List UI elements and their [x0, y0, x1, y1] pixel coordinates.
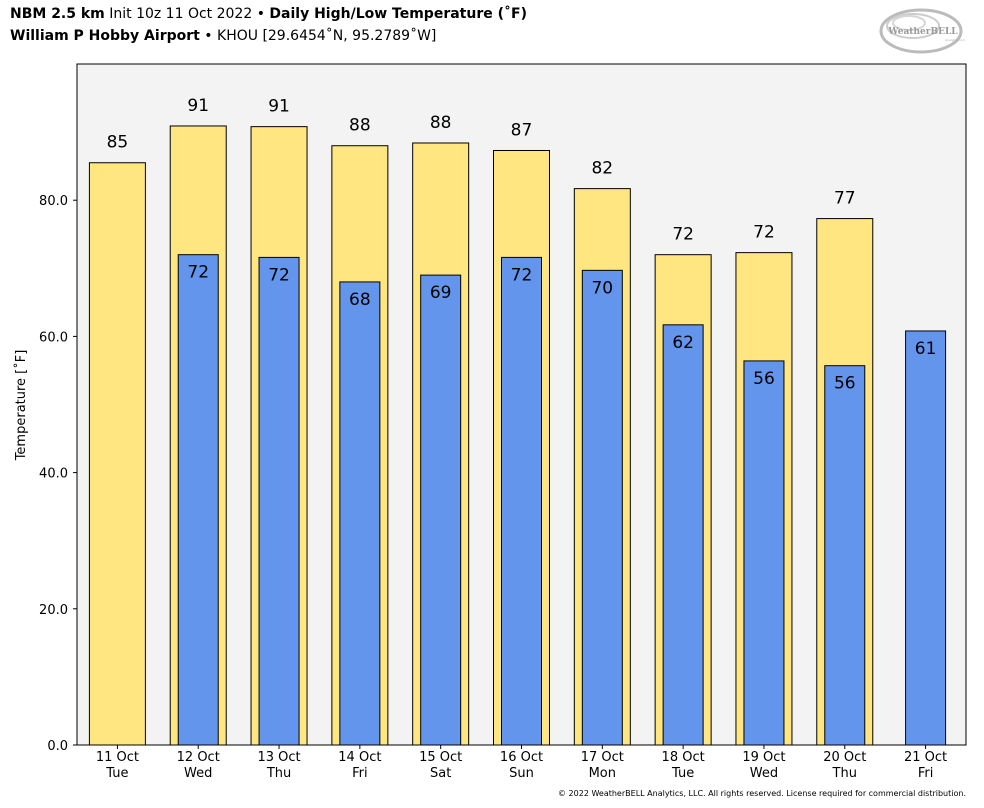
- low-value-label: 72: [268, 265, 290, 285]
- x-tick-day: Tue: [105, 766, 128, 781]
- low-value-label: 68: [349, 290, 371, 310]
- station-name: William P Hobby Airport: [10, 28, 200, 44]
- low-bar: [420, 274, 462, 746]
- high-value-label: 88: [430, 113, 452, 133]
- x-tick-date: 19 Oct: [742, 750, 785, 765]
- low-bar: [824, 365, 866, 746]
- logo-text: WeatherBELL: [887, 27, 958, 37]
- station-separator: •: [204, 28, 213, 44]
- y-axis-label: Temperature [˚F]: [13, 350, 29, 462]
- x-tick-day: Tue: [671, 766, 694, 781]
- x-tick-day: Wed: [750, 766, 778, 781]
- init-time: Init 10z 11 Oct 2022: [109, 6, 253, 22]
- low-value-label: 72: [511, 265, 533, 285]
- low-value-label: 56: [834, 374, 856, 394]
- x-tick-date: 17 Oct: [581, 750, 624, 765]
- y-tick-label: 80.0: [39, 194, 68, 209]
- low-bar: [177, 254, 219, 746]
- y-tick-label: 60.0: [39, 330, 68, 345]
- low-bar: [743, 360, 785, 746]
- x-tick-date: 21 Oct: [904, 750, 947, 765]
- chart-title-line: NBM 2.5 km Init 10z 11 Oct 2022 • Daily …: [10, 6, 527, 22]
- low-value-label: 70: [591, 278, 613, 298]
- low-bar: [905, 330, 947, 746]
- station-code: KHOU [29.6454˚N, 95.2789˚W]: [217, 28, 437, 44]
- y-tick-label: 0.0: [47, 739, 68, 754]
- high-value-label: 72: [753, 223, 775, 243]
- x-tick-date: 16 Oct: [500, 750, 543, 765]
- x-tick-day: Mon: [589, 766, 616, 781]
- low-bar: [581, 269, 623, 746]
- y-tick-label: 40.0: [39, 467, 68, 482]
- high-value-label: 91: [268, 97, 290, 117]
- high-value-label: 82: [591, 159, 613, 179]
- high-value-label: 91: [187, 96, 209, 116]
- model-name: NBM 2.5 km: [10, 6, 105, 22]
- low-value-label: 62: [672, 333, 694, 353]
- x-tick-day: Thu: [266, 766, 291, 781]
- logo-subtext: Analytics LLC: [945, 38, 965, 42]
- low-value-label: 61: [915, 339, 937, 359]
- y-axis: 0.0 20.0 40.0 60.0 80.0: [39, 194, 77, 754]
- x-tick-day: Sun: [509, 766, 534, 781]
- x-tick-day: Sat: [430, 766, 451, 781]
- low-value-label: 72: [187, 263, 209, 283]
- x-tick-day: Fri: [352, 766, 368, 781]
- station-line: William P Hobby Airport • KHOU [29.6454˚…: [10, 28, 436, 44]
- low-value-label: 56: [753, 369, 775, 389]
- data-labels: 85 91 72 91 72 88 68 88 69 87 72 82 70 72 62 72 56 77 56 61: [107, 96, 937, 394]
- x-tick-day: Fri: [918, 766, 934, 781]
- low-value-label: 69: [430, 283, 452, 303]
- high-value-label: 87: [511, 120, 533, 140]
- high-bar: [88, 162, 146, 746]
- product-title: Daily High/Low Temperature (˚F): [269, 6, 527, 22]
- x-tick-date: 20 Oct: [823, 750, 866, 765]
- low-bar: [258, 256, 300, 746]
- x-tick-date: 18 Oct: [662, 750, 705, 765]
- low-bar: [662, 324, 704, 746]
- high-value-label: 77: [834, 189, 856, 209]
- y-tick-label: 20.0: [39, 603, 68, 618]
- x-tick-date: 13 Oct: [257, 750, 300, 765]
- x-tick-date: 11 Oct: [96, 750, 139, 765]
- weatherbell-logo: WeatherBELL Analytics LLC: [879, 8, 965, 54]
- title-separator: •: [256, 6, 265, 22]
- x-tick-date: 14 Oct: [338, 750, 381, 765]
- x-tick-day: Thu: [832, 766, 857, 781]
- high-value-label: 85: [107, 133, 129, 153]
- x-tick-day: Wed: [184, 766, 212, 781]
- copyright-notice: © 2022 WeatherBELL Analytics, LLC. All r…: [558, 789, 966, 798]
- high-value-label: 88: [349, 116, 371, 136]
- low-bar: [501, 256, 542, 746]
- low-temperature-series: [177, 254, 947, 746]
- high-value-label: 72: [672, 225, 694, 245]
- x-tick-date: 15 Oct: [419, 750, 462, 765]
- x-tick-date: 12 Oct: [177, 750, 220, 765]
- low-bar: [339, 281, 381, 746]
